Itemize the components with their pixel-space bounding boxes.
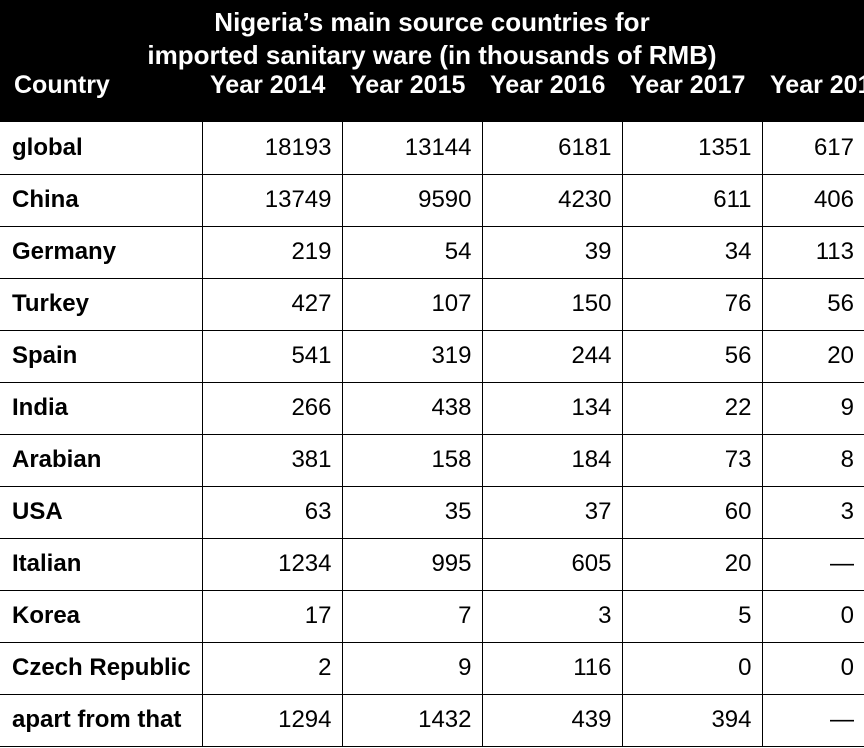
col-year-2014: Year 2014	[202, 71, 342, 100]
cell-value: 73	[622, 434, 762, 486]
col-country: Country	[0, 71, 202, 100]
cell-value: 56	[622, 330, 762, 382]
row-label: USA	[0, 486, 202, 538]
table-header: Nigeria’s main source countries for impo…	[0, 0, 864, 122]
row-label: Arabian	[0, 434, 202, 486]
row-label: India	[0, 382, 202, 434]
cell-value: 7	[342, 590, 482, 642]
cell-value: 22	[622, 382, 762, 434]
cell-value: 0	[762, 642, 864, 694]
col-year-2015: Year 2015	[342, 71, 482, 100]
cell-value: 113	[762, 226, 864, 278]
cell-value: 107	[342, 278, 482, 330]
cell-value: 5	[622, 590, 762, 642]
cell-value: 1432	[342, 694, 482, 746]
cell-value: 39	[482, 226, 622, 278]
cell-value: —	[762, 538, 864, 590]
table-row: Germany219543934113	[0, 226, 864, 278]
data-table: global181931314461811351617China13749959…	[0, 122, 864, 747]
col-year-2016: Year 2016	[482, 71, 622, 100]
cell-value: 56	[762, 278, 864, 330]
row-label: Spain	[0, 330, 202, 382]
cell-value: 3	[482, 590, 622, 642]
cell-value: 158	[342, 434, 482, 486]
column-headers: Country Year 2014 Year 2015 Year 2016 Ye…	[0, 71, 864, 104]
cell-value: 4230	[482, 174, 622, 226]
cell-value: 116	[482, 642, 622, 694]
cell-value: 0	[762, 590, 864, 642]
row-label: apart from that	[0, 694, 202, 746]
row-label: Turkey	[0, 278, 202, 330]
table-row: Arabian381158184738	[0, 434, 864, 486]
cell-value: 18193	[202, 122, 342, 174]
cell-value: 13144	[342, 122, 482, 174]
cell-value: 995	[342, 538, 482, 590]
cell-value: 381	[202, 434, 342, 486]
table-row: global181931314461811351617	[0, 122, 864, 174]
cell-value: 266	[202, 382, 342, 434]
cell-value: 319	[342, 330, 482, 382]
cell-value: 244	[482, 330, 622, 382]
table-row: Italian123499560520—	[0, 538, 864, 590]
cell-value: 439	[482, 694, 622, 746]
cell-value: 20	[762, 330, 864, 382]
row-label: Korea	[0, 590, 202, 642]
title-line-1: Nigeria’s main source countries for	[0, 6, 864, 39]
table-row: USA633537603	[0, 486, 864, 538]
cell-value: 605	[482, 538, 622, 590]
cell-value: 13749	[202, 174, 342, 226]
cell-value: 63	[202, 486, 342, 538]
cell-value: 406	[762, 174, 864, 226]
cell-value: 394	[622, 694, 762, 746]
col-year-2018: Year 2018	[762, 71, 864, 100]
row-label: global	[0, 122, 202, 174]
table-row: apart from that12941432439394—	[0, 694, 864, 746]
col-year-2017: Year 2017	[622, 71, 762, 100]
table-row: Korea177350	[0, 590, 864, 642]
cell-value: 9	[342, 642, 482, 694]
title-line-2: imported sanitary ware (in thousands of …	[0, 39, 864, 72]
cell-value: 134	[482, 382, 622, 434]
table-row: Spain5413192445620	[0, 330, 864, 382]
cell-value: 1351	[622, 122, 762, 174]
table-row: Turkey4271071507656	[0, 278, 864, 330]
table-row: India266438134229	[0, 382, 864, 434]
cell-value: 617	[762, 122, 864, 174]
cell-value: 611	[622, 174, 762, 226]
cell-value: 184	[482, 434, 622, 486]
cell-value: 3	[762, 486, 864, 538]
cell-value: 76	[622, 278, 762, 330]
cell-value: 34	[622, 226, 762, 278]
cell-value: 9590	[342, 174, 482, 226]
cell-value: 2	[202, 642, 342, 694]
cell-value: 17	[202, 590, 342, 642]
table-row: China1374995904230611406	[0, 174, 864, 226]
cell-value: 438	[342, 382, 482, 434]
cell-value: 54	[342, 226, 482, 278]
cell-value: 6181	[482, 122, 622, 174]
cell-value: 60	[622, 486, 762, 538]
cell-value: 35	[342, 486, 482, 538]
cell-value: 219	[202, 226, 342, 278]
row-label: Italian	[0, 538, 202, 590]
row-label: Czech Republic	[0, 642, 202, 694]
cell-value: 9	[762, 382, 864, 434]
table-row: Czech Republic2911600	[0, 642, 864, 694]
cell-value: 0	[622, 642, 762, 694]
row-label: China	[0, 174, 202, 226]
cell-value: 1234	[202, 538, 342, 590]
cell-value: 150	[482, 278, 622, 330]
cell-value: —	[762, 694, 864, 746]
cell-value: 541	[202, 330, 342, 382]
cell-value: 20	[622, 538, 762, 590]
cell-value: 8	[762, 434, 864, 486]
cell-value: 427	[202, 278, 342, 330]
cell-value: 37	[482, 486, 622, 538]
row-label: Germany	[0, 226, 202, 278]
cell-value: 1294	[202, 694, 342, 746]
